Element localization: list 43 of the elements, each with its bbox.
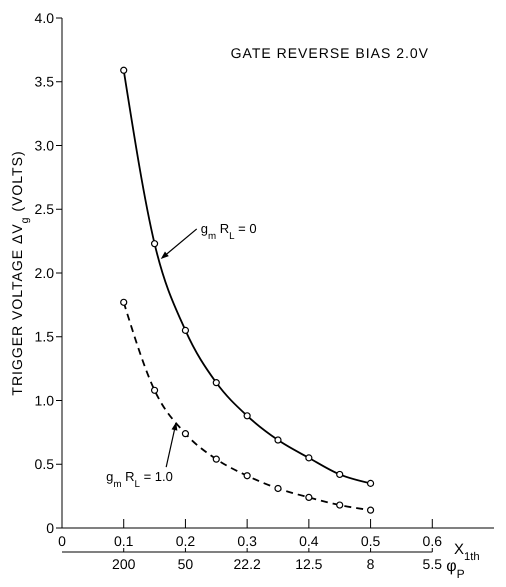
point [336, 470, 344, 478]
point [212, 379, 220, 386]
text: 8 [366, 556, 375, 572]
text: 50 [178, 556, 194, 572]
point [120, 66, 128, 74]
point [366, 506, 374, 514]
y-tick-label: 0 [46, 520, 54, 536]
y-tick-label: 3.0 [34, 137, 54, 154]
y-tick-label: 4.0 [34, 10, 54, 26]
point [274, 436, 282, 444]
point [150, 240, 158, 248]
text: 200 [112, 556, 136, 572]
x-tick-label: 0.4 [299, 532, 319, 549]
text: 5.5 [422, 556, 442, 572]
y-tick-label: 3.5 [34, 74, 54, 90]
x-tick-label: 0.3 [237, 532, 258, 549]
annotation: g$_{m}$ R$_{L}$ = 1.0 [106, 469, 173, 490]
y-tick-label: 2.0 [34, 264, 54, 281]
x-tick-label: 0.6 [422, 532, 442, 549]
text: 22.2 [234, 556, 261, 572]
x-tick-label: 0.1 [114, 532, 134, 549]
y-tick-label: 1.5 [34, 328, 54, 345]
point [182, 430, 190, 438]
point [120, 298, 128, 306]
y-tick-label: 2.5 [34, 201, 54, 218]
point [366, 480, 374, 487]
y-tick-label: 1.0 [34, 392, 54, 408]
x-tick-label: 0 [58, 532, 66, 549]
point [212, 456, 220, 463]
point [182, 326, 190, 334]
x-tick-label: 0.5 [360, 532, 381, 549]
point [305, 454, 312, 462]
point [150, 386, 158, 394]
point [305, 494, 312, 501]
point [274, 484, 282, 492]
text: 12.5 [295, 556, 323, 572]
x-tick-label: 0.2 [176, 532, 196, 549]
y-tick-label: 0.5 [34, 456, 54, 472]
point [336, 501, 344, 509]
point [244, 472, 251, 480]
annotation: GATE REVERSE BIAS 2.0V [230, 45, 430, 61]
annotation: g$_{m}$ R$_{L}$ = 0 [200, 220, 257, 242]
point [244, 412, 251, 420]
